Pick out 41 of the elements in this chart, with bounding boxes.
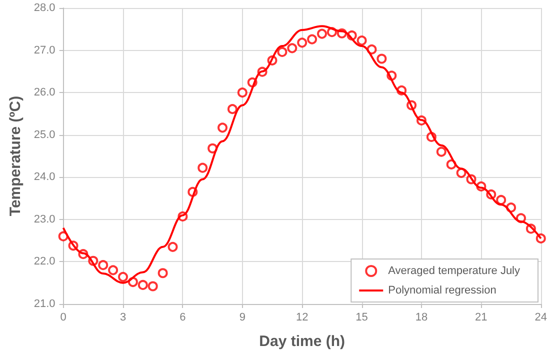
y-tick-label: 23.0 bbox=[34, 213, 56, 226]
point bbox=[317, 28, 327, 39]
x-tick-label: 12 bbox=[296, 312, 308, 324]
point bbox=[108, 265, 118, 276]
point bbox=[376, 54, 387, 64]
point bbox=[227, 104, 238, 114]
point bbox=[356, 36, 367, 46]
x-tick-label: 18 bbox=[415, 312, 428, 324]
y-tick-label: 28.0 bbox=[34, 2, 56, 14]
point bbox=[168, 242, 178, 252]
point bbox=[138, 280, 148, 290]
point bbox=[237, 88, 248, 98]
point bbox=[98, 260, 108, 270]
x-tick-label: 21 bbox=[475, 312, 488, 324]
x-tick-label: 3 bbox=[120, 312, 126, 324]
x-tick-label: 0 bbox=[60, 312, 66, 324]
point bbox=[436, 146, 446, 157]
y-tick-label: 26.0 bbox=[34, 86, 56, 99]
legend-label: Averaged temperature July bbox=[388, 265, 520, 277]
point bbox=[148, 281, 158, 292]
x-tick-label: 9 bbox=[239, 312, 246, 324]
point bbox=[158, 268, 168, 278]
legend-label: Polynomial regression bbox=[388, 284, 496, 296]
point bbox=[277, 46, 288, 57]
y-tick-label: 27.0 bbox=[34, 44, 56, 56]
x-axis-title: Day time (h) bbox=[259, 333, 346, 350]
y-axis-title: Temperature (ºC) bbox=[7, 96, 24, 216]
point bbox=[218, 122, 228, 133]
point bbox=[287, 43, 298, 54]
x-tick-label: 15 bbox=[356, 312, 368, 324]
y-tick-label: 25.0 bbox=[34, 128, 56, 141]
y-tick-label: 22.0 bbox=[34, 256, 56, 268]
point bbox=[118, 272, 128, 282]
point bbox=[297, 38, 308, 48]
point bbox=[198, 162, 208, 173]
point bbox=[496, 194, 506, 205]
x-tick-label: 24 bbox=[534, 312, 548, 324]
y-tick-label: 24.0 bbox=[34, 171, 56, 184]
point bbox=[307, 34, 318, 44]
y-tick-label: 21.0 bbox=[34, 298, 56, 310]
x-tick-label: 6 bbox=[180, 312, 186, 324]
